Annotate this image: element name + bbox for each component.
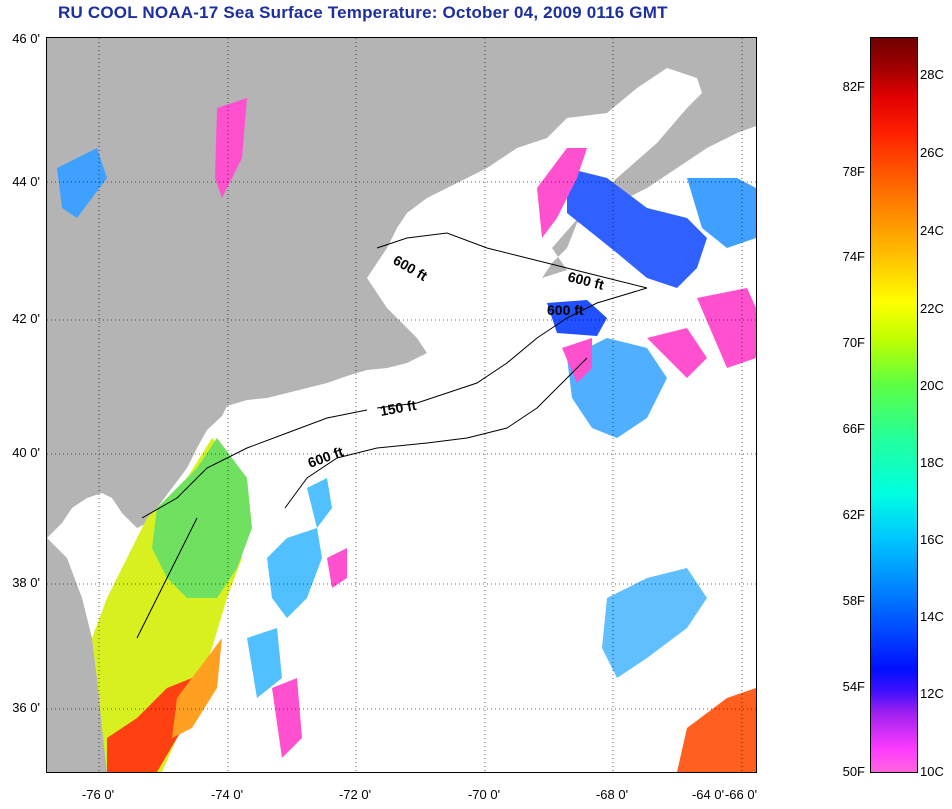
quebec-pink-lake xyxy=(215,98,247,198)
colorbar-f-58: 58F xyxy=(842,593,865,608)
lon-label-64: -64 0' xyxy=(691,787,725,802)
delmarva-land xyxy=(47,538,107,772)
colorbar-c-26: 26C xyxy=(920,145,944,160)
isobaths xyxy=(136,232,648,639)
contour-label-600ft-north: 600 ft xyxy=(391,252,431,284)
colorbar-f-50: 50F xyxy=(842,764,865,779)
scotian-cold-water xyxy=(687,178,756,248)
gulf-maine-cold-water xyxy=(567,168,707,288)
magenta-patches-mid xyxy=(562,288,756,383)
colorbar-f-66: 66F xyxy=(842,421,865,436)
scattered-warm-east xyxy=(677,688,756,772)
southern-orange-water xyxy=(172,638,222,738)
colorbar-f-70: 70F xyxy=(842,335,865,350)
southern-hot-water xyxy=(107,678,197,772)
lat-label-46: 46 0' xyxy=(12,31,40,46)
contour-label-600ft-south: 600 ft xyxy=(306,443,346,471)
colorbar-c-20: 20C xyxy=(920,378,944,393)
lat-label-40: 40 0' xyxy=(12,445,40,460)
lon-label-68: -68 0' xyxy=(595,787,629,802)
georges-cold-water xyxy=(547,300,607,336)
lon-label-72: -72 0' xyxy=(338,787,372,802)
lon-label-76: -76 0' xyxy=(81,787,115,802)
colorbar-f-74: 74F xyxy=(842,249,865,264)
quebec-cold-lake xyxy=(57,148,107,218)
sst-map-canvas: 600 ft 600 ft 600 ft 150 ft 600 ft xyxy=(47,38,756,772)
colorbar-c-14: 14C xyxy=(920,609,944,624)
colorbar-f-62: 62F xyxy=(842,507,865,522)
land-mass xyxy=(47,38,756,538)
contour-label-600ft-east: 600 ft xyxy=(566,268,606,292)
colorbar-f-78: 78F xyxy=(842,164,865,179)
lon-label-70: -70 0' xyxy=(467,787,501,802)
colorbar-c-24: 24C xyxy=(920,223,944,238)
sst-map[interactable]: 600 ft 600 ft 600 ft 150 ft 600 ft xyxy=(46,37,757,773)
colorbar-f-54: 54F xyxy=(842,679,865,694)
lat-label-42: 42 0' xyxy=(12,311,40,326)
magenta-edge-north xyxy=(537,148,587,238)
colorbar-c-22: 22C xyxy=(920,301,944,316)
lon-label-74: -74 0' xyxy=(210,787,244,802)
scattered-patches-southeast xyxy=(602,568,707,678)
colorbar-c-10: 10C xyxy=(920,764,944,779)
pink-fringe-offshore xyxy=(272,548,347,758)
colorbar-c-28: 28C xyxy=(920,67,944,82)
colorbar-c-16: 16C xyxy=(920,532,944,547)
colorbar-c-12: 12C xyxy=(920,686,944,701)
contour-label-150ft: 150 ft xyxy=(379,397,418,419)
lat-label-44: 44 0' xyxy=(12,174,40,189)
contour-label-600ft-georges: 600 ft xyxy=(547,302,584,318)
offshore-patches xyxy=(247,478,332,698)
colorbar-f-82: 82F xyxy=(842,79,865,94)
colorbar-c-18: 18C xyxy=(920,455,944,470)
temperature-colorbar xyxy=(870,37,918,773)
map-title: RU COOL NOAA-17 Sea Surface Temperature:… xyxy=(58,3,668,22)
lat-label-36: 36 0' xyxy=(12,700,40,715)
lat-label-38: 38 0' xyxy=(12,575,40,590)
lon-label-66: -66 0' xyxy=(724,787,758,802)
